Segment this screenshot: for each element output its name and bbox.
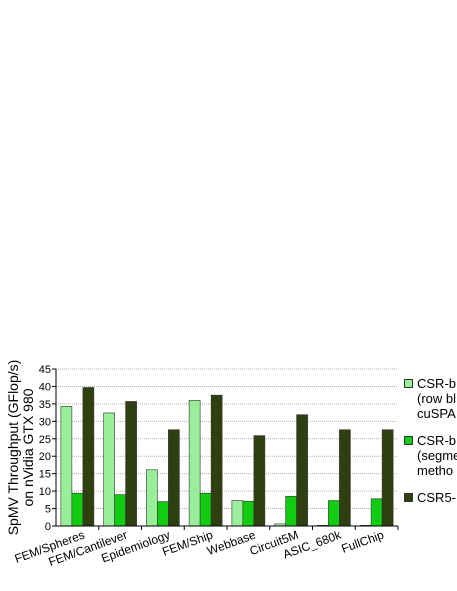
y-tick-label: 15: [39, 469, 51, 481]
bar: [199, 492, 212, 527]
legend-label: CSR5-: [417, 490, 457, 505]
bar: [328, 500, 340, 527]
bar: [231, 500, 244, 527]
legend-item: CSR-b (segme metho: [404, 433, 457, 478]
bar: [157, 501, 169, 527]
y-tick-label: 25: [39, 434, 51, 446]
y-tick-label: 35: [39, 399, 51, 411]
legend-swatch: [404, 493, 413, 502]
y-axis-label-line: SpMV Throughput (GFlop/s): [5, 360, 21, 536]
bar: [242, 500, 255, 527]
bar: [168, 429, 180, 527]
bars: [60, 387, 394, 527]
bar: [296, 414, 308, 527]
y-tick-label: 20: [39, 451, 51, 463]
bar: [210, 394, 223, 527]
legend: CSR-b (row bl cuSPA CSR-b (segme metho CSR5-: [404, 376, 457, 517]
bar: [370, 498, 383, 527]
legend-label: CSR-b: [417, 433, 457, 448]
legend-swatch: [404, 436, 413, 445]
bar: [339, 429, 351, 527]
legend-swatch: [404, 379, 413, 388]
bar: [285, 496, 297, 527]
bar: [381, 429, 394, 527]
bar: [82, 387, 95, 527]
y-axis-label: SpMV Throughput (GFlop/s)on nVidia GTX 9…: [5, 360, 36, 536]
bar: [114, 494, 126, 527]
legend-label: metho: [417, 463, 454, 478]
x-tick-label: FullChip: [340, 528, 386, 556]
y-tick-label: 0: [45, 521, 51, 533]
y-tick-label: 30: [39, 416, 51, 428]
legend-label: cuSPA: [417, 406, 456, 421]
bar: [125, 401, 137, 527]
y-tick-label: 40: [39, 381, 51, 393]
legend-label: CSR-b: [417, 376, 457, 391]
bar: [146, 469, 158, 527]
legend-label: (row bl: [417, 391, 457, 406]
y-tick-label: 45: [39, 364, 51, 376]
bar: [103, 412, 115, 527]
bar: [60, 406, 73, 527]
y-tick-label: 10: [39, 486, 51, 498]
bar: [188, 400, 201, 527]
y-axis-label-line: on nVidia GTX 980: [20, 388, 36, 506]
y-tick-label: 5: [45, 504, 51, 516]
bar: [71, 492, 84, 527]
legend-label: (segme: [417, 448, 457, 463]
legend-item: CSR5-: [404, 490, 457, 505]
legend-item: CSR-b (row bl cuSPA: [404, 376, 457, 421]
bar: [253, 435, 266, 527]
